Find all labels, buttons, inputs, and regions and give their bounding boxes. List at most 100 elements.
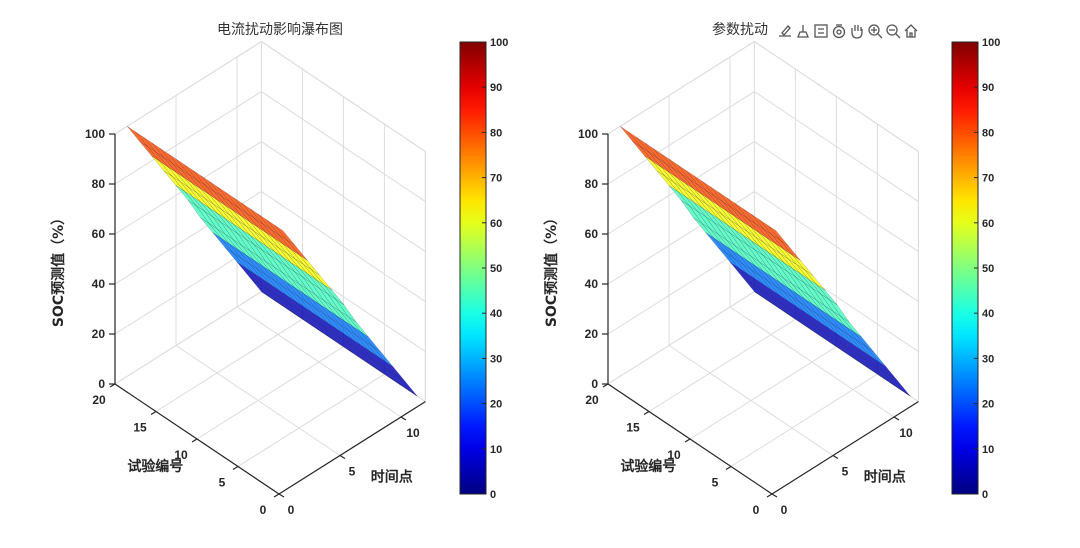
y-tick-mark bbox=[273, 493, 280, 498]
y-tick-mark bbox=[684, 438, 691, 443]
x-tick-mark bbox=[893, 416, 900, 421]
surface-patch bbox=[127, 126, 148, 147]
x-tick-label: 0 bbox=[288, 503, 295, 517]
z-tick-label: 100 bbox=[578, 127, 598, 141]
colorbar-tick-label: 50 bbox=[982, 263, 994, 275]
surface-patch bbox=[236, 261, 258, 283]
colorbar-tick-label: 80 bbox=[490, 127, 502, 139]
x-tick-label: 10 bbox=[406, 426, 420, 440]
colorbar-tick-label: 90 bbox=[982, 82, 994, 94]
x-tick-mark bbox=[400, 416, 407, 421]
y-tick-label: 20 bbox=[585, 393, 599, 407]
chart-title: 电流扰动影响瀑布图 bbox=[217, 22, 343, 38]
box-edge bbox=[754, 41, 919, 153]
colorbar-tick-label: 70 bbox=[982, 173, 994, 185]
z-tick-label: 0 bbox=[591, 377, 598, 391]
x-tick-mark bbox=[339, 454, 346, 460]
datatip-icon[interactable] bbox=[813, 22, 829, 40]
y-tick-label: 15 bbox=[133, 421, 147, 435]
grid-line bbox=[114, 291, 262, 385]
z-tick-label: 80 bbox=[585, 177, 599, 191]
colorbar-bar bbox=[459, 41, 487, 495]
y-tick-mark bbox=[766, 493, 773, 498]
zoom-out-icon[interactable] bbox=[885, 22, 901, 40]
y-tick-mark bbox=[191, 438, 198, 443]
y-tick-mark bbox=[232, 465, 239, 471]
pan-icon[interactable] bbox=[849, 22, 865, 40]
colorbar-tick-label: 60 bbox=[490, 218, 502, 230]
z-tick-label: 0 bbox=[98, 377, 105, 391]
colorbar[interactable]: 0 10 20 30 40 50 60 70 80 90 100 bbox=[951, 37, 1000, 501]
surface-patch bbox=[754, 291, 763, 298]
y-tick-label: 0 bbox=[260, 503, 267, 517]
axes-toolbar[interactable] bbox=[774, 20, 920, 42]
y-tick-label: 10 bbox=[174, 448, 188, 462]
export-icon[interactable] bbox=[777, 22, 793, 40]
colorbar-tick-label: 50 bbox=[490, 263, 502, 275]
colorbar-tick-label: 30 bbox=[982, 353, 994, 365]
x-tick-label: 5 bbox=[842, 465, 849, 479]
y-tick-label: 5 bbox=[712, 476, 719, 490]
colorbar-tick-label: 20 bbox=[490, 399, 502, 411]
colorbar-tick-label: 70 bbox=[490, 173, 502, 185]
home-icon[interactable] bbox=[903, 22, 919, 40]
surface-patch bbox=[261, 291, 270, 298]
colorbar-tick-label: 0 bbox=[490, 489, 496, 501]
z-tick-label: 60 bbox=[585, 227, 599, 241]
grid-line bbox=[196, 346, 344, 440]
y-axis-label: 试验编号 bbox=[127, 458, 183, 475]
z-axis-label: SOC预测值（%） bbox=[50, 211, 67, 327]
z-tick-label: 20 bbox=[585, 327, 599, 341]
colorbar-tick-label: 60 bbox=[982, 218, 994, 230]
colorbar-tick-label: 30 bbox=[490, 353, 502, 365]
grid-line bbox=[155, 318, 303, 412]
colorbar[interactable]: 0 10 20 30 40 50 60 70 80 90 100 bbox=[459, 37, 508, 501]
colorbar-bar bbox=[951, 41, 979, 495]
grid-line bbox=[730, 373, 878, 467]
chart-title: 参数扰动 bbox=[712, 21, 768, 38]
colorbar-tick-label: 10 bbox=[490, 444, 502, 456]
left-surface-plot[interactable]: 电流扰动影响瀑布图051005101520020406080100时间点试验编号… bbox=[50, 22, 508, 517]
y-tick-label: 15 bbox=[626, 421, 640, 435]
grid-line bbox=[607, 291, 755, 385]
colorbar-tick-label: 40 bbox=[490, 308, 502, 320]
box-edge bbox=[607, 41, 755, 135]
box-edge bbox=[114, 41, 262, 135]
z-tick-label: 40 bbox=[92, 277, 106, 291]
x-tick-label: 5 bbox=[349, 465, 356, 479]
right-surface-plot[interactable]: 参数扰动051005101520020406080100时间点试验编号SOC预测… bbox=[543, 21, 1000, 517]
surface bbox=[620, 126, 911, 397]
grid-line bbox=[648, 318, 796, 412]
z-tick-label: 60 bbox=[92, 227, 106, 241]
y-tick-label: 10 bbox=[667, 448, 681, 462]
y-tick-mark bbox=[150, 410, 157, 416]
box-edge bbox=[261, 41, 426, 153]
z-tick-label: 40 bbox=[585, 277, 599, 291]
surface-patch bbox=[729, 261, 751, 283]
colorbar-tick-label: 100 bbox=[490, 37, 508, 49]
z-axis-label: SOC预测值（%） bbox=[543, 211, 560, 327]
x-tick-label: 10 bbox=[899, 426, 913, 440]
x-tick-mark bbox=[771, 493, 778, 498]
z-tick-label: 20 bbox=[92, 327, 106, 341]
z-tick-label: 80 bbox=[92, 177, 106, 191]
surface bbox=[127, 126, 418, 397]
colorbar-tick-label: 10 bbox=[982, 444, 994, 456]
z-tick-label: 100 bbox=[85, 127, 105, 141]
grid-line bbox=[237, 373, 385, 467]
rotate-icon[interactable] bbox=[831, 22, 847, 40]
brush-icon[interactable] bbox=[795, 22, 811, 40]
y-tick-label: 0 bbox=[753, 503, 760, 517]
colorbar-tick-label: 100 bbox=[982, 37, 1000, 49]
y-tick-label: 20 bbox=[92, 393, 106, 407]
zoom-in-icon[interactable] bbox=[867, 22, 883, 40]
colorbar-tick-label: 80 bbox=[982, 127, 994, 139]
colorbar-tick-label: 0 bbox=[982, 489, 988, 501]
colorbar-tick-label: 20 bbox=[982, 399, 994, 411]
y-tick-label: 5 bbox=[219, 476, 226, 490]
x-axis-label: 时间点 bbox=[864, 469, 906, 486]
y-tick-mark bbox=[643, 410, 650, 416]
